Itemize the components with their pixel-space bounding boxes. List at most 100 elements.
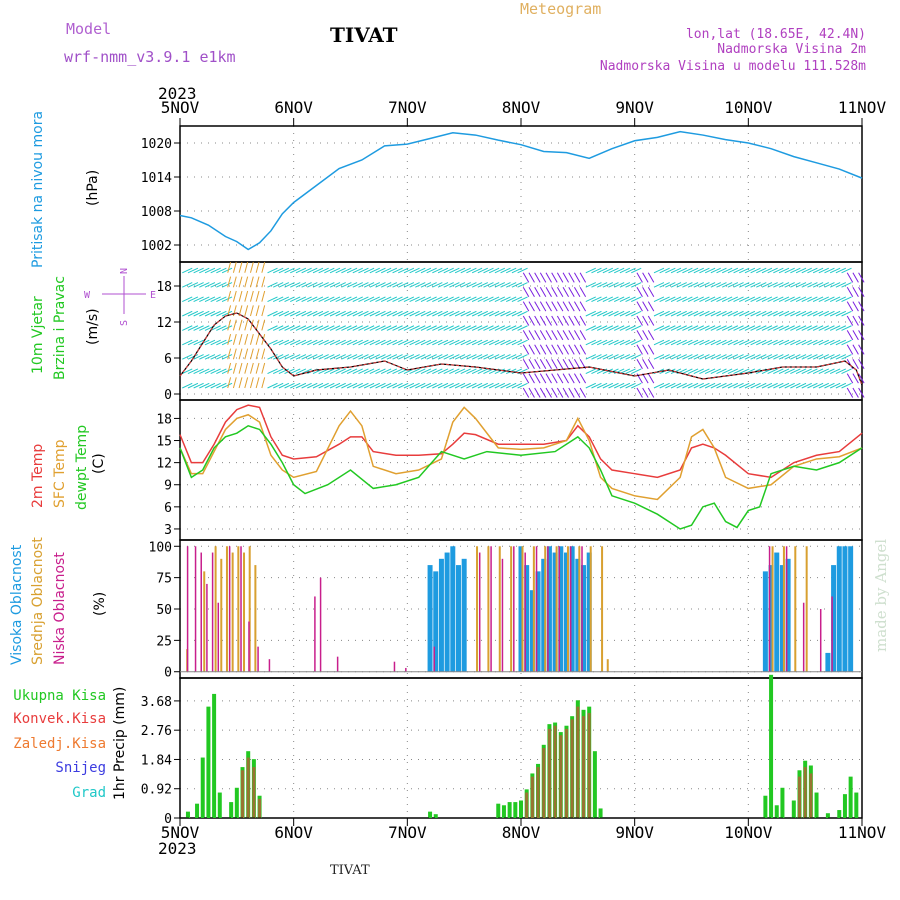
wind-barb (255, 362, 260, 374)
cloud-bar (231, 552, 234, 672)
cloud-bar (802, 602, 805, 672)
wind-barb (238, 290, 243, 302)
wind-barb (647, 272, 655, 283)
wind-barb (443, 339, 454, 346)
wind-barb (392, 382, 403, 389)
wind-barb (801, 382, 812, 389)
wind-barb (483, 382, 494, 389)
wind-barb (801, 310, 812, 317)
wind-barb (454, 368, 466, 375)
wind-barb (284, 368, 295, 375)
wind-barb (608, 282, 619, 288)
precip-bar (576, 706, 580, 818)
wind-barb (613, 282, 625, 288)
wind-barb (829, 382, 841, 389)
wind-barb (295, 296, 307, 303)
wind-barb (471, 296, 483, 303)
wind-barb (573, 315, 581, 326)
wind-barb (795, 339, 807, 346)
wind-barb (358, 339, 369, 346)
wind-barb (693, 310, 704, 317)
wind-barb (477, 310, 488, 317)
wind-barb (358, 282, 369, 288)
wind-barb (642, 315, 649, 326)
wind-barb (790, 368, 801, 375)
precip-bar (496, 803, 501, 818)
wind-barb (602, 339, 614, 346)
wind-barb (573, 330, 581, 341)
precip-bar (791, 800, 796, 818)
year-bottom: 2023 (158, 839, 197, 858)
wind-barb (761, 267, 773, 274)
wind-barb (346, 339, 358, 346)
wind-barb (278, 282, 290, 288)
temp-side-label-3: dewpt Temp (74, 425, 90, 510)
wind-barb (506, 325, 517, 331)
wind-barb (773, 267, 784, 274)
wind-barb (602, 282, 614, 288)
wind-barb (477, 368, 488, 375)
wind-barb (699, 325, 710, 331)
wind-barb (591, 296, 602, 303)
wind-barb (539, 272, 547, 283)
wind-barb (818, 282, 829, 288)
cloud-bar (785, 558, 791, 672)
wind-barb (261, 377, 266, 389)
wind-barb (443, 382, 454, 389)
wind-barb (596, 382, 608, 389)
wind-barb (716, 382, 727, 389)
ytick-label: 25 (156, 634, 172, 649)
wind-barb (477, 282, 488, 288)
wind-barb (801, 368, 812, 375)
wind-barb (358, 296, 369, 303)
wind-barb (784, 339, 795, 346)
wind-barb (693, 382, 704, 389)
precip-bar (809, 773, 813, 818)
wind-barb (858, 301, 865, 312)
wind-barb (739, 282, 750, 288)
wind-barb (232, 334, 237, 345)
wind-barb (744, 296, 756, 303)
wind-barb (676, 325, 687, 331)
precip-ylabel: 1hr Precip (mm) (112, 687, 128, 800)
wind-barb (591, 282, 602, 288)
coords-label: lon,lat (18.65E, 42.4N) (686, 27, 866, 42)
wind-barb (437, 325, 449, 331)
cloud-bar (785, 546, 788, 672)
precip-bar (564, 728, 568, 818)
wind-barb (739, 368, 750, 375)
wind-barb (704, 339, 716, 346)
wind-barb (716, 267, 727, 274)
cloud-bar (529, 590, 535, 672)
cloud-bar (774, 552, 780, 672)
wind-barb (511, 296, 523, 303)
wind-barb (858, 272, 865, 283)
wind-barb (704, 382, 716, 389)
wind-barb (670, 310, 682, 317)
wind-barb (420, 339, 432, 346)
wind-barb (539, 315, 547, 326)
cloud-bar (581, 546, 583, 672)
wind-barb (773, 282, 784, 288)
wind-barb (841, 354, 852, 360)
wind-barb (375, 282, 386, 288)
ytick-label: 3 (164, 523, 172, 538)
wind-barb (420, 354, 432, 360)
cloud-bar (203, 571, 206, 672)
wind-barb (807, 354, 818, 360)
wind-barb (596, 325, 608, 331)
wind-barb (249, 334, 254, 345)
wind-barb (522, 387, 530, 398)
wind-barb (517, 267, 528, 274)
wind-barb (494, 382, 506, 389)
wind-barb (221, 282, 233, 288)
wind-barb (329, 354, 341, 360)
wind-barb (693, 267, 704, 274)
wind-barb (471, 339, 483, 346)
cloud-bar (461, 558, 467, 672)
wind-barb (204, 339, 216, 346)
xtick-label-bottom: 5NOV (161, 823, 200, 842)
pressure-ylabel: (hPa) (85, 170, 101, 206)
wind-barb (835, 267, 847, 274)
